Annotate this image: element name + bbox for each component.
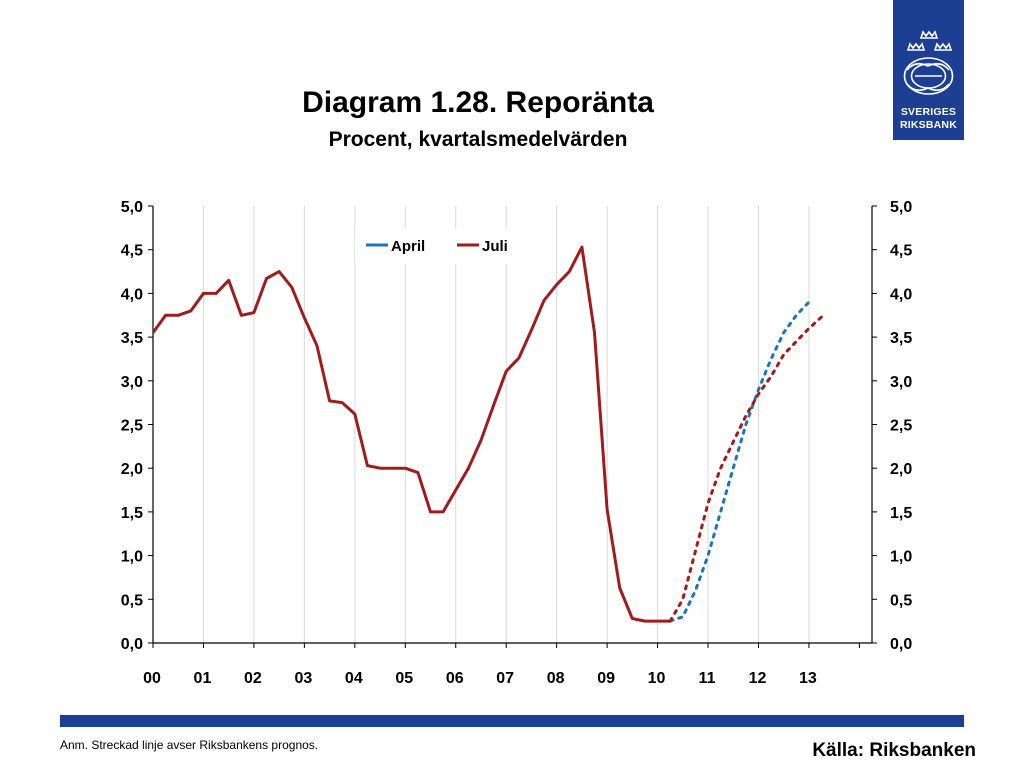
x-tick-label: 02	[244, 670, 262, 687]
y-tick-label-left: 3,0	[121, 374, 143, 391]
line-chart: 0,0 0,0 0,5 0,5 1,0 1,0 1,5 1,5 2,0 2,0 2,5 2,5 3,0 3…	[121, 199, 913, 687]
x-tick-label: 12	[749, 670, 767, 687]
x-tick-label: 04	[345, 670, 363, 687]
riksbank-logo: SVERIGES RIKSBANK	[893, 0, 964, 140]
y-tick-label-left: 0,0	[121, 636, 143, 653]
source-label: Källa: Riksbanken	[812, 740, 976, 761]
x-tick-label: 07	[496, 670, 514, 687]
x-tick-label: 00	[143, 670, 161, 687]
y-tick-label-right: 3,5	[890, 330, 912, 347]
series-juli-history-line	[151, 245, 671, 623]
x-tick-label: 09	[597, 670, 615, 687]
y-tick-label-right: 3,0	[890, 374, 912, 391]
y-tick-label-left: 5,0	[121, 199, 143, 216]
legend-label-april: April	[391, 238, 425, 255]
y-tick-label-right: 1,5	[890, 505, 912, 522]
series-april-forecast-line	[668, 300, 811, 623]
y-tick-label-right: 2,0	[890, 461, 912, 478]
x-tick-label: 11	[699, 670, 716, 687]
y-tick-label-left: 3,5	[121, 330, 143, 347]
x-tick-label: 08	[547, 670, 565, 687]
y-tick-label-right: 4,0	[890, 286, 912, 303]
y-tick-label-left: 4,5	[121, 243, 143, 260]
legend-label-juli: Juli	[482, 238, 508, 255]
logo-text-line1: SVERIGES	[900, 106, 957, 118]
y-tick-label-left: 2,5	[121, 418, 143, 435]
y-tick-label-right: 4,5	[890, 243, 912, 260]
chart-subtitle: Procent, kvartalsmedelvärden	[328, 128, 628, 151]
y-tick-label-left: 2,0	[121, 461, 143, 478]
x-tick-label: 01	[194, 670, 212, 687]
chart-title: Diagram 1.28. Reporänta	[302, 86, 654, 119]
footnote: Anm. Streckad linje avser Riksbankens pr…	[60, 738, 319, 752]
y-tick-label-right: 1,0	[890, 549, 912, 566]
y-tick-label-left: 1,0	[121, 549, 143, 566]
y-tick-label-left: 4,0	[121, 286, 143, 303]
y-tick-label-left: 1,5	[121, 505, 143, 522]
y-tick-label-right: 0,5	[890, 592, 912, 609]
y-tick-label-right: 2,5	[890, 418, 912, 435]
x-tick-label: 10	[648, 670, 666, 687]
footer-bar	[60, 715, 964, 727]
y-tick-label-right: 0,0	[890, 636, 912, 653]
logo-text-line2: RIKSBANK	[899, 119, 958, 131]
x-tick-label: 03	[294, 670, 312, 687]
crest-icon	[903, 30, 954, 95]
x-tick-label: 05	[395, 670, 413, 687]
series-juli-forecast-line	[668, 315, 823, 623]
x-tick-label: 06	[446, 670, 464, 687]
y-tick-label-left: 0,5	[121, 592, 143, 609]
y-tick-label-right: 5,0	[890, 199, 912, 216]
x-tick-label: 13	[799, 670, 817, 687]
